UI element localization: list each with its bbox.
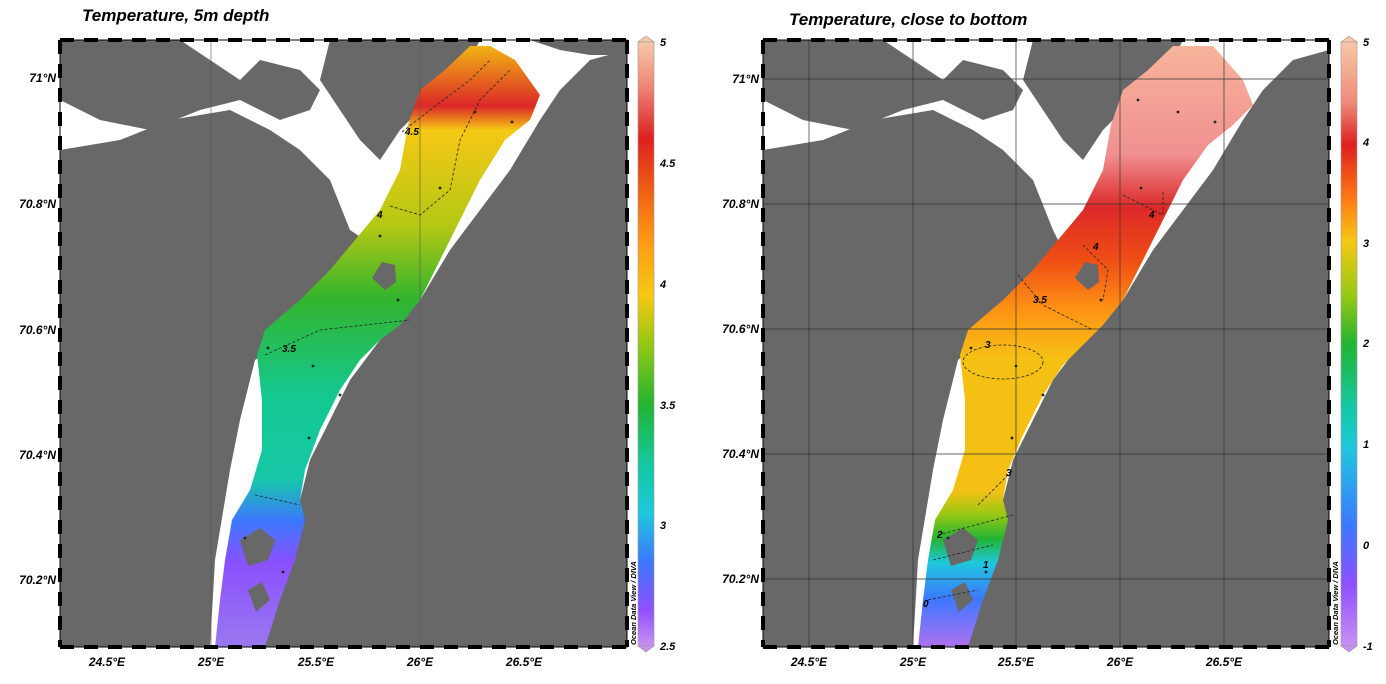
y-tick-label: 70.4°N (722, 447, 759, 461)
contour-label: 4 (376, 210, 383, 221)
colorbar-tick-label: 3 (660, 520, 666, 532)
colorbar-tick-label: 3 (1363, 238, 1369, 250)
contour-label: 3.5 (1033, 295, 1047, 306)
land-masses (60, 40, 627, 647)
y-tick-label: 70.4°N (19, 448, 56, 462)
contour-label: 3 (985, 340, 991, 351)
panel-title: Temperature, 5m depth (82, 6, 270, 25)
map-frame (59, 39, 628, 648)
credit-text: Ocean Data View / DIVA (1331, 561, 1340, 645)
x-tick-label: 24.5°E (88, 655, 126, 669)
stations (946, 98, 1217, 574)
x-tick-label: 26.5°E (1205, 655, 1243, 669)
stations (243, 110, 514, 574)
y-tick-label: 70.6°N (19, 323, 56, 337)
y-tick-label: 70.2°N (19, 573, 56, 587)
contour-label: 1 (983, 560, 989, 571)
island (951, 582, 973, 612)
panel-surface-temperature: Temperature, 5m depth (0, 0, 693, 679)
contour-lines (927, 190, 1164, 601)
x-tick-label: 25°E (197, 655, 225, 669)
contour-label: 4.5 (404, 127, 419, 138)
map-surface-temperature: 4.5 4 3.5 71°N 70.8°N 70.6°N 70.4°N 70.2… (19, 35, 676, 669)
frame-border-dashes (761, 38, 1331, 649)
x-tick-label: 25.5°E (997, 655, 1035, 669)
island (1075, 262, 1099, 290)
contour-label: 0 (923, 599, 929, 610)
colorbar-tick-label: 4.5 (659, 158, 676, 170)
colorbar-tick-label: 0 (1363, 540, 1370, 552)
colorbar-tick-label: 5 (660, 37, 667, 49)
colorbar-tick-label: 2.5 (659, 641, 676, 653)
temperature-field (215, 46, 540, 647)
credit-text: Ocean Data View / DIVA (629, 561, 638, 645)
temperature-field (918, 46, 1253, 647)
colorbar (1340, 35, 1358, 653)
panel-bottom-temperature: Temperature, close to bottom (693, 0, 1386, 679)
y-tick-label: 71°N (29, 71, 56, 85)
contour-label: 3.5 (282, 344, 296, 355)
colorbar-tick-label: 4 (1362, 137, 1369, 149)
land-masses (763, 40, 1329, 647)
y-tick-label: 70.8°N (722, 197, 759, 211)
graticule (210, 40, 421, 647)
map-frame (762, 39, 1330, 648)
contour-label: 4 (1148, 210, 1155, 221)
y-tick-label: 70.2°N (722, 572, 759, 586)
island (943, 528, 978, 566)
x-tick-label: 24.5°E (790, 655, 828, 669)
x-tick-label: 25.5°E (297, 655, 335, 669)
colorbar-tick-label: 1 (1363, 439, 1369, 451)
contour-lines (254, 59, 511, 506)
frame-border-dashes (58, 38, 629, 649)
panel-title: Temperature, close to bottom (789, 10, 1028, 29)
y-tick-label: 70.8°N (19, 197, 56, 211)
contour-label: 4 (1092, 242, 1099, 253)
x-tick-label: 26°E (1106, 655, 1134, 669)
island (372, 262, 396, 290)
colorbar-tick-label: 3.5 (660, 400, 676, 412)
contour-label: 2 (936, 530, 943, 541)
colorbar (637, 35, 655, 653)
colorbar-tick-label: -1 (1363, 641, 1373, 653)
x-tick-label: 25°E (899, 655, 927, 669)
island (248, 582, 270, 612)
graticule (763, 40, 1329, 647)
x-tick-label: 26.5°E (505, 655, 543, 669)
x-tick-label: 26°E (406, 655, 434, 669)
map-bottom-temperature: 4 4 3.5 3 3 2 1 0 71°N 70.8°N 70.6°N 70.… (722, 35, 1373, 669)
y-tick-label: 71°N (732, 72, 759, 86)
colorbar-tick-label: 5 (1363, 37, 1370, 49)
contour-label: 3 (1006, 468, 1012, 479)
colorbar-tick-label: 2 (1362, 338, 1369, 350)
colorbar-tick-label: 4 (659, 279, 666, 291)
island (240, 528, 275, 566)
y-tick-label: 70.6°N (722, 322, 759, 336)
